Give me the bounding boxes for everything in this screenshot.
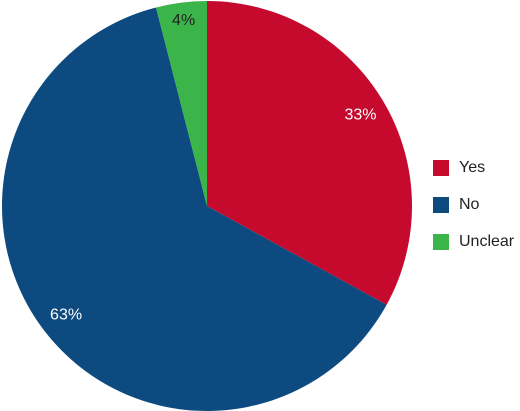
legend-swatch [433, 160, 449, 176]
pie-slice [1, 7, 387, 411]
legend-label: Yes [459, 159, 485, 176]
data-label: 33% [344, 106, 376, 123]
data-label: 4% [172, 12, 195, 29]
legend-label: No [459, 196, 480, 213]
data-label: 63% [50, 307, 82, 324]
legend-swatch [433, 234, 449, 250]
pie-slice [156, 0, 207, 206]
legend-swatch [433, 197, 449, 213]
legend-label: Unclear [459, 233, 515, 250]
pie-slice [207, 1, 412, 305]
